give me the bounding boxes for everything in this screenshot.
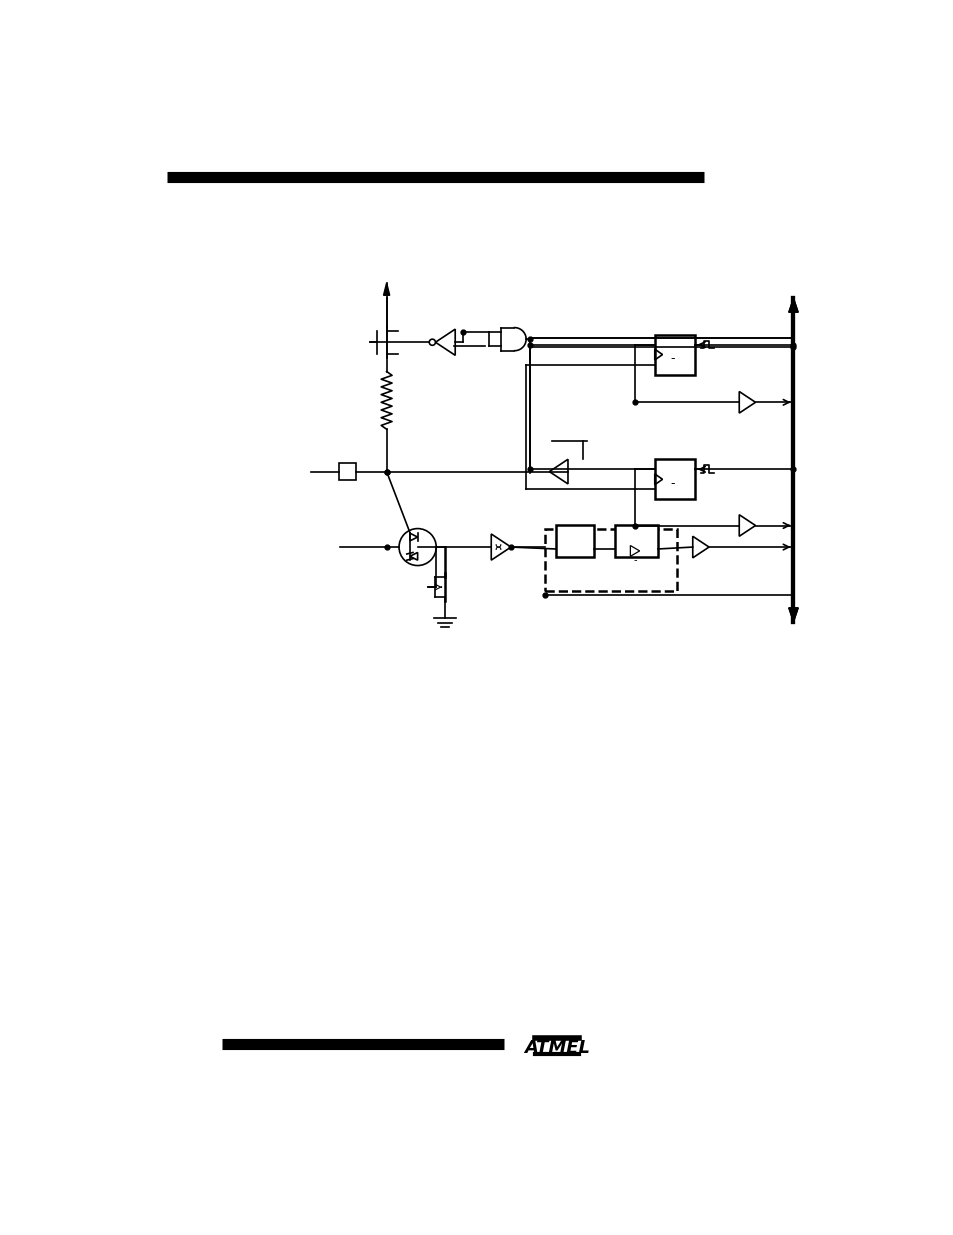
Polygon shape	[739, 515, 755, 536]
Polygon shape	[491, 534, 511, 561]
Polygon shape	[383, 283, 390, 295]
Text: -: -	[670, 477, 674, 489]
Polygon shape	[788, 299, 798, 312]
Bar	[654, 459, 695, 499]
Polygon shape	[739, 391, 755, 412]
Polygon shape	[788, 608, 798, 621]
Bar	[545, 530, 677, 592]
Polygon shape	[788, 299, 798, 312]
Bar	[555, 525, 594, 557]
Text: -: -	[633, 556, 636, 566]
Polygon shape	[549, 459, 567, 484]
Text: -: -	[670, 352, 674, 364]
Bar	[615, 525, 658, 557]
Polygon shape	[788, 608, 798, 621]
Bar	[338, 463, 355, 480]
Polygon shape	[692, 536, 708, 558]
Text: ATMEL: ATMEL	[523, 1039, 590, 1057]
Bar	[654, 335, 695, 374]
